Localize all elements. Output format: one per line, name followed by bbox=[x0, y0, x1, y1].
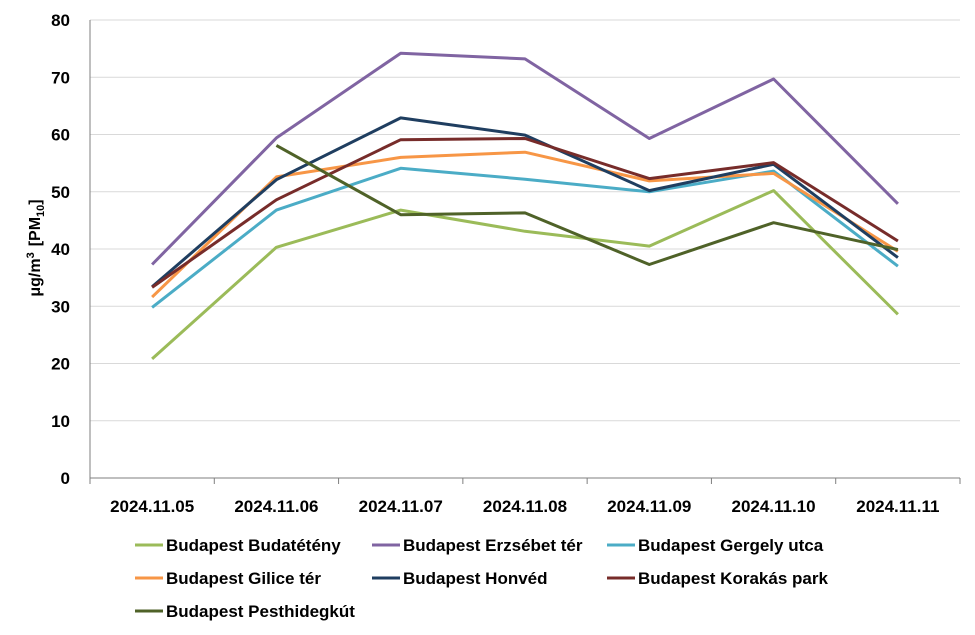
y-axis-title-superscript: 3 bbox=[25, 252, 37, 258]
legend-label: Budapest Gergely utca bbox=[638, 536, 824, 555]
legend-label: Budapest Pesthidegkút bbox=[166, 602, 355, 621]
y-tick-label: 30 bbox=[51, 297, 70, 316]
y-tick-label: 10 bbox=[51, 412, 70, 431]
y-tick-label: 50 bbox=[51, 183, 70, 202]
x-tick-label: 2024.11.10 bbox=[731, 497, 815, 516]
series-line-1 bbox=[151, 51, 899, 266]
y-axis-title-subscript: 10 bbox=[35, 205, 47, 217]
y-axis-title-bracket-open: [PM bbox=[27, 217, 44, 246]
legend-label: Budapest Honvéd bbox=[403, 569, 548, 588]
y-tick-label: 60 bbox=[51, 126, 70, 145]
x-tick-label: 2024.11.09 bbox=[607, 497, 691, 516]
series-line-0 bbox=[151, 189, 899, 361]
y-axis-title: μg/m3 [PM10] bbox=[25, 199, 47, 296]
legend: Budapest Budatétény Budapest Erzsébet tér… bbox=[135, 536, 828, 621]
y-tick-label: 40 bbox=[51, 240, 70, 259]
y-tick-label: 0 bbox=[61, 469, 70, 488]
y-axis-title-bracket-close: ] bbox=[27, 199, 44, 204]
x-tick-label: 2024.11.08 bbox=[483, 497, 567, 516]
x-tick-labels: 2024.11.05 2024.11.06 2024.11.07 2024.11.08… bbox=[110, 497, 939, 516]
gridlines bbox=[90, 19, 960, 422]
x-tick-label: 2024.11.07 bbox=[359, 497, 443, 516]
legend-label: Budapest Korakás park bbox=[638, 569, 828, 588]
series-line-2 bbox=[151, 166, 899, 309]
y-tick-label: 20 bbox=[51, 355, 70, 374]
x-tick-label: 2024.11.06 bbox=[234, 497, 318, 516]
series-line-6 bbox=[275, 144, 899, 266]
x-tick-label: 2024.11.05 bbox=[110, 497, 194, 516]
axes bbox=[89, 20, 961, 484]
y-tick-label: 70 bbox=[51, 68, 70, 87]
y-tick-label: 80 bbox=[51, 11, 70, 30]
series-line-5 bbox=[151, 137, 899, 289]
series-line-3 bbox=[151, 150, 899, 299]
y-tick-labels: 0 10 20 30 40 50 60 70 80 bbox=[51, 11, 70, 488]
legend-label: Budapest Budatétény bbox=[166, 536, 341, 555]
legend-label: Budapest Erzsébet tér bbox=[403, 536, 583, 555]
legend-label: Budapest Gilice tér bbox=[166, 569, 321, 588]
x-tick-label: 2024.11.11 bbox=[856, 497, 939, 516]
y-axis-title-prefix: μg/m bbox=[27, 258, 44, 296]
series-lines bbox=[151, 51, 899, 361]
